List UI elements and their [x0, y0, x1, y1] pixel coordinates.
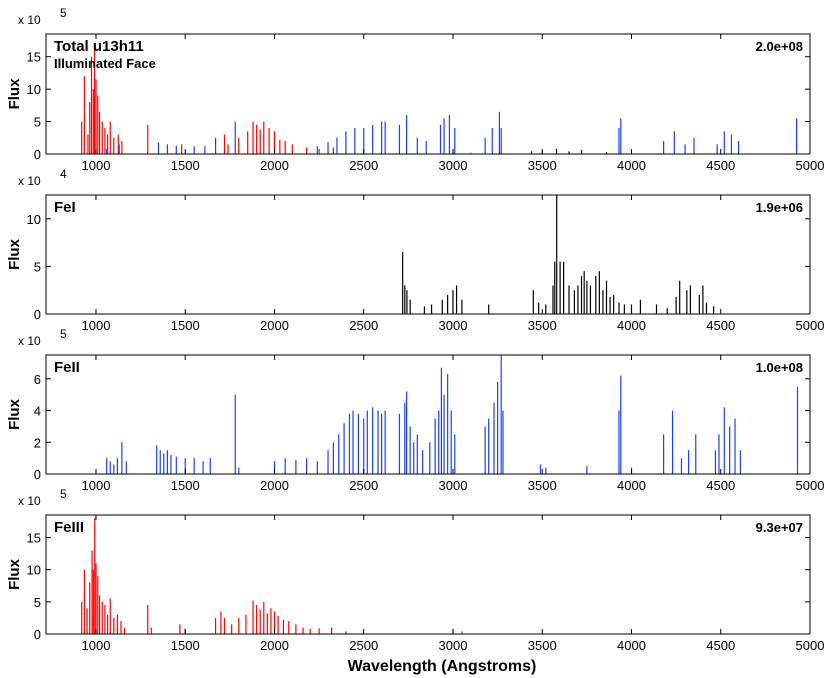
panel-total-flux: 1.9e+06 [756, 200, 803, 215]
y-tick-label: 5 [34, 595, 41, 610]
x-tick-label: 3000 [439, 158, 468, 173]
panel-3: 1000 1500 2000 2500 3000 3500 4000 4500 5000 0 2 4 6… [6, 327, 824, 493]
x-tick-label: 2000 [260, 638, 289, 653]
panel-label: Total u13h11 [54, 38, 144, 55]
panel-total-flux: 2.0e+08 [756, 39, 803, 54]
x-tick-label: 3500 [528, 318, 557, 333]
x-tick-label: 1500 [171, 158, 200, 173]
x-tick-label: 1500 [171, 318, 200, 333]
y-scale-exponent: 5 [60, 327, 67, 341]
y-scale-label: x 10 [18, 334, 41, 348]
x-tick-label: 3500 [528, 638, 557, 653]
x-tick-label: 2500 [349, 158, 378, 173]
x-tick-label: 2000 [260, 318, 289, 333]
x-tick-label: 1000 [82, 478, 111, 493]
y-tick-label: 10 [27, 82, 41, 97]
y-axis-label: Flux [6, 78, 23, 109]
x-tick-label: 4000 [617, 158, 646, 173]
panel-4: 1000 1500 2000 2500 3000 3500 4000 4500 5000 0 5 10… [6, 487, 824, 653]
y-scale-exponent: 5 [60, 6, 67, 20]
x-tick-label: 4000 [617, 638, 646, 653]
y-tick-label: 6 [34, 372, 41, 387]
y-scale-label: x 10 [18, 174, 41, 188]
x-tick-label: 1000 [82, 318, 111, 333]
x-tick-label: 3000 [439, 318, 468, 333]
x-tick-label: 4500 [706, 478, 735, 493]
panel-total-flux: 9.3e+07 [756, 520, 803, 535]
y-tick-label: 5 [34, 259, 41, 274]
spectral-lines [81, 518, 722, 634]
y-tick-label: 0 [34, 307, 41, 322]
x-tick-label: 5000 [796, 478, 825, 493]
y-tick-label: 10 [27, 563, 41, 578]
x-tick-label: 4500 [706, 158, 735, 173]
y-scale-label: x 10 [18, 13, 41, 27]
y-tick-label: 0 [34, 467, 41, 482]
y-tick-label: 0 [34, 627, 41, 642]
y-scale-exponent: 5 [60, 487, 67, 501]
panels-group: 1000 1500 2000 2500 3000 3500 4000 4500 50000510… [6, 6, 824, 653]
spectral-lines [402, 195, 715, 314]
x-tick-label: 4000 [617, 478, 646, 493]
panel-total-flux: 1.0e+08 [756, 360, 803, 375]
x-tick-label: 2000 [260, 158, 289, 173]
plot-frame [45, 194, 811, 315]
x-tick-label: 3500 [528, 478, 557, 493]
y-tick-label: 15 [27, 50, 41, 65]
plot-frame [45, 514, 811, 635]
x-tick-label: 4000 [617, 318, 646, 333]
x-tick-label: 2500 [349, 638, 378, 653]
x-tick-label: 4500 [706, 638, 735, 653]
x-tick-label: 4500 [706, 318, 735, 333]
y-axis-label: Flux [6, 558, 23, 589]
y-tick-label: 0 [34, 147, 41, 162]
y-scale-label: x 10 [18, 494, 41, 508]
x-tick-label: 3500 [528, 158, 557, 173]
y-tick-label: 15 [27, 531, 41, 546]
y-scale-exponent: 4 [60, 167, 67, 181]
x-tick-label: 1500 [171, 478, 200, 493]
x-tick-label: 2000 [260, 478, 289, 493]
x-tick-label: 1500 [171, 638, 200, 653]
x-tick-label: 3000 [439, 638, 468, 653]
panel-label: FeII [54, 359, 80, 376]
spectral-lines [106, 355, 799, 474]
panel-label: FeIII [54, 519, 84, 536]
panel-1: 1000 1500 2000 2500 3000 3500 4000 4500 5000 0 5 10… [6, 6, 824, 173]
y-tick-label: 2 [34, 435, 41, 450]
x-tick-label: 5000 [796, 318, 825, 333]
x-axis-label: Wavelength (Angstroms) [348, 658, 537, 675]
x-tick-label: 5000 [796, 158, 825, 173]
y-tick-label: 4 [34, 404, 41, 419]
panel-2: 1000 1500 2000 2500 3000 3500 4000 4500 5000 0 5 10… [6, 167, 824, 333]
x-tick-label: 3000 [439, 478, 468, 493]
spectral-lines [81, 43, 798, 154]
y-axis-label: Flux [6, 238, 23, 269]
panel-sublabel: Illuminated Face [54, 56, 156, 71]
x-tick-label: 1000 [82, 158, 111, 173]
plot-frame [45, 354, 811, 475]
y-tick-label: 5 [34, 115, 41, 130]
y-tick-label: 10 [27, 212, 41, 227]
x-tick-label: 2500 [349, 318, 378, 333]
x-tick-label: 5000 [796, 638, 825, 653]
x-tick-label: 1000 [82, 638, 111, 653]
x-tick-label: 2500 [349, 478, 378, 493]
plot-frame [45, 33, 811, 155]
y-axis-label: Flux [6, 398, 23, 429]
panel-label: FeI [54, 199, 76, 216]
